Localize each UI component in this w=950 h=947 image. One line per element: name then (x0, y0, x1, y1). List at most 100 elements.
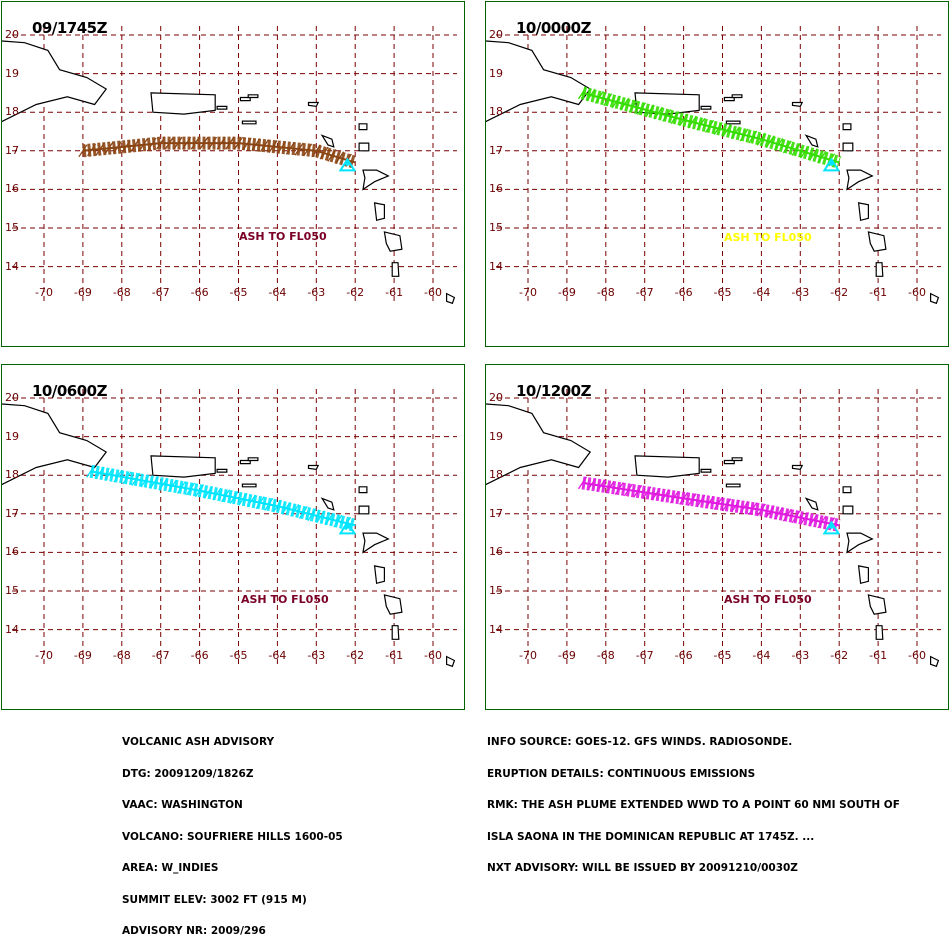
latitude-label: 17 (5, 143, 19, 157)
longitude-label: -66 (674, 286, 693, 299)
volcano-point (828, 160, 834, 166)
latitude-label: 18 (5, 105, 19, 119)
ash-plume-band (89, 464, 357, 532)
latitude-label: 19 (5, 429, 19, 443)
ash-hatch-mark (104, 468, 114, 481)
ash-hatch-mark (294, 142, 304, 156)
ash-hatch-mark (696, 117, 706, 131)
coastline-stlucia (875, 262, 884, 277)
ash-hatch-mark (662, 109, 672, 122)
ash-hatch-mark (242, 137, 252, 151)
latitude-label: 18 (5, 468, 19, 482)
panel-time-title: 10/0600Z (32, 382, 107, 400)
volcano-point (344, 523, 350, 529)
ash-hatch-mark (642, 486, 652, 500)
advisory-info-right: INFO SOURCE: GOES-12. GFS WINDS. RADIOSO… (487, 716, 900, 884)
ash-hatch-mark (173, 136, 183, 150)
latitude-label: 14 (489, 622, 503, 636)
ash-hatch-mark (182, 136, 192, 150)
ash-hatch-mark (147, 137, 157, 151)
coastline-puertorico (634, 455, 700, 478)
longitude-label: -65 (229, 286, 248, 299)
ash-hatch-mark (713, 497, 723, 510)
ash-hatch-mark (121, 140, 131, 153)
ash-hatch-mark (817, 150, 827, 164)
ash-hatch-mark (335, 151, 345, 165)
ash-hatch-mark (277, 141, 287, 154)
info-line-summit: SUMMIT ELEV: 3002 FT (915 M) (122, 893, 307, 906)
ash-hatch-mark (220, 489, 231, 503)
ash-hatch-mark (95, 466, 105, 480)
coastline-antigua (358, 505, 370, 515)
latitude-label: 17 (5, 506, 19, 520)
coastline-stcroix (241, 120, 257, 125)
map-canvas (486, 389, 941, 668)
latitude-label: 15 (5, 221, 19, 234)
ash-altitude-label: ASH TO FL050 (724, 231, 812, 244)
ash-hatch-mark (704, 495, 715, 509)
ash-hatch-mark (687, 115, 697, 129)
volcano-point (828, 523, 834, 529)
ash-hatch-mark (130, 139, 140, 153)
longitude-label: -64 (752, 286, 771, 299)
coastline-anguilla (791, 464, 804, 471)
coastline-anguilla (791, 101, 804, 108)
coastline-vi2 (247, 94, 259, 99)
longitude-label: -60 (424, 286, 442, 299)
longitude-label: -66 (190, 649, 209, 662)
ash-hatch-mark (319, 146, 329, 160)
coastline-stkitts (320, 497, 335, 511)
forecast-map-panel: 20 19 18 17 16 15 14 -70 -69 -68 -67 -66 -65 -64 -63 -6… (485, 1, 949, 347)
ash-hatch-mark (185, 482, 196, 496)
ash-hatch-mark (603, 93, 613, 107)
info-line-next-advisory: NXT ADVISORY: WILL BE ISSUED BY 20091210… (487, 862, 798, 874)
ash-hatch-mark (765, 505, 775, 519)
coastline-barbuda (842, 486, 852, 494)
coastline-vi1 (723, 459, 735, 465)
coastline-stcroix (241, 483, 257, 488)
coastline-stlucia (391, 262, 400, 277)
latitude-label: 16 (489, 545, 503, 559)
ash-hatch-mark (730, 499, 741, 513)
longitude-label: -69 (73, 649, 92, 662)
ash-hatch-mark (311, 144, 321, 158)
coastline-viequesI (700, 468, 712, 473)
ash-altitude-label: ASH TO FL050 (241, 593, 329, 606)
ash-hatch-mark (140, 474, 150, 488)
ash-hatch-mark (78, 144, 88, 158)
coastline-dominica (857, 202, 869, 222)
coastline-barbuda (842, 123, 852, 131)
latitude-label: 16 (5, 182, 19, 196)
ash-hatch-mark (327, 149, 337, 162)
coastline-barbados (446, 655, 456, 668)
longitude-label: -63 (791, 286, 810, 299)
ash-hatch-mark (645, 104, 655, 118)
coastline-martinique (383, 594, 403, 615)
ash-hatch-mark (255, 496, 265, 510)
ash-hatch-mark (782, 508, 792, 522)
longitude-label: -68 (596, 649, 615, 662)
ash-hatch-mark (722, 498, 732, 512)
latitude-label: 18 (489, 105, 503, 119)
coastline-puertorico (150, 92, 216, 115)
ash-hatch-mark (324, 512, 334, 526)
map-canvas (2, 389, 457, 668)
ash-hatch-mark (756, 132, 766, 146)
ash-hatch-mark (149, 476, 159, 489)
forecast-map-panel: 20 19 18 17 16 15 14 -70 -69 -68 -67 -66 -65 -64 -63 -6… (485, 364, 949, 710)
ash-hatch-mark (268, 140, 278, 153)
longitude-label: -70 (519, 649, 537, 662)
longitude-label: -64 (268, 286, 287, 299)
ash-hatch-mark (774, 138, 784, 151)
coastline-stcroix (725, 483, 741, 488)
ash-hatch-mark (596, 479, 606, 493)
ash-hatch-mark (611, 95, 621, 109)
ash-hatch-mark (605, 480, 615, 494)
ash-hatch-mark (623, 483, 633, 497)
latitude-label: 19 (489, 429, 503, 443)
coastline-hispaniola (2, 40, 108, 123)
latitude-label: 17 (489, 506, 503, 520)
volcano-point (344, 160, 350, 166)
longitude-label: -70 (519, 286, 537, 299)
latitude-label: 20 (5, 391, 19, 404)
